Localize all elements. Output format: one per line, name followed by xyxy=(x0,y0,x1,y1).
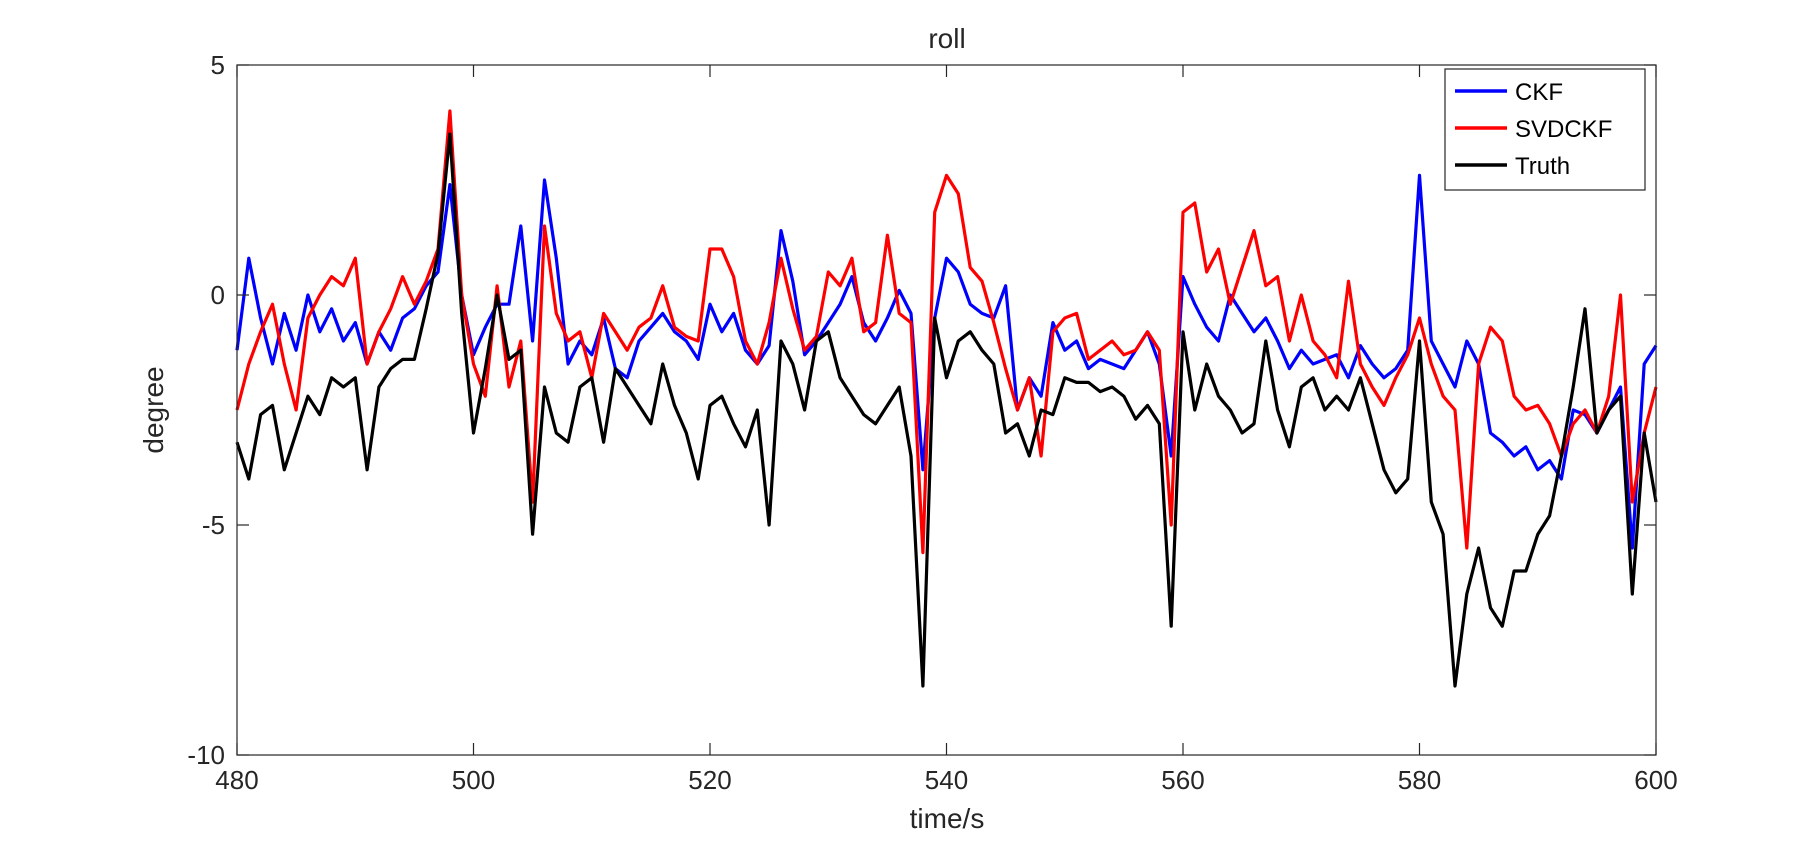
y-tick-label: 0 xyxy=(211,280,225,310)
chart-title: roll xyxy=(928,23,965,54)
series-line-truth xyxy=(235,132,1658,688)
series-layer xyxy=(235,109,1658,688)
legend-label-ckf: CKF xyxy=(1515,79,1563,106)
series-line-svdckf xyxy=(235,109,1658,555)
x-tick-label: 540 xyxy=(925,765,968,795)
x-tick-label: 580 xyxy=(1398,765,1441,795)
y-tick-label: -5 xyxy=(202,510,225,540)
legend-label-truth: Truth xyxy=(1515,153,1570,180)
y-tick-label: -10 xyxy=(187,740,225,770)
x-tick-label: 500 xyxy=(452,765,495,795)
x-tick-label: 480 xyxy=(215,765,258,795)
x-tick-label: 560 xyxy=(1161,765,1204,795)
x-tick-label: 600 xyxy=(1634,765,1677,795)
plot-area xyxy=(237,65,1656,755)
x-tick-label: 520 xyxy=(688,765,731,795)
y-axis-label: degree xyxy=(138,366,169,453)
tick-layer: 480 500 520 540 560 580 600 -10 -5 0 5 xyxy=(187,50,1677,795)
x-axis-label: time/s xyxy=(910,803,985,834)
legend-label-svdckf: SVDCKF xyxy=(1515,116,1612,143)
legend: CKF SVDCKF Truth xyxy=(1444,68,1646,191)
y-tick-label: 5 xyxy=(211,50,225,80)
